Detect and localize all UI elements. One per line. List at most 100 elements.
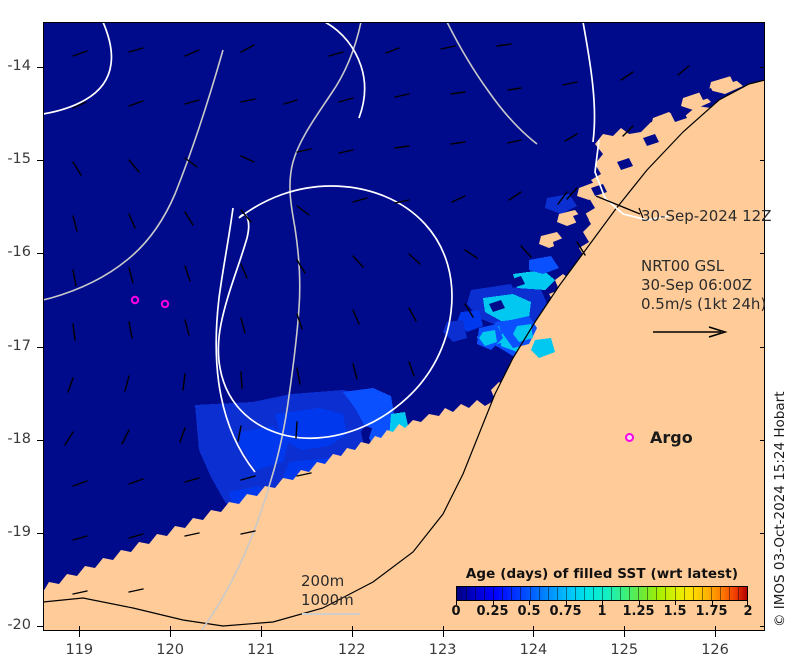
y-axis-tick	[37, 346, 43, 348]
colorbar-segment-divider	[656, 587, 658, 600]
x-axis-label: 120	[156, 642, 184, 658]
y-axis-tick	[37, 160, 43, 162]
colorbar-segment-divider	[638, 587, 640, 600]
x-axis-label: 122	[337, 642, 366, 658]
colorbar-segment-divider	[511, 587, 513, 600]
colorbar-segment-divider	[701, 587, 703, 600]
colorbar-tick	[529, 601, 530, 605]
colorbar-segment-divider	[520, 587, 522, 600]
colorbar-segment-divider	[710, 587, 712, 600]
current-model-annotation: NRT00 GSL 30-Sep 06:00Z 0.5m/s (1kt 24h)	[641, 257, 767, 313]
x-axis-label: 119	[65, 642, 94, 658]
land-mass	[43, 70, 765, 631]
colorbar-segment-divider	[629, 587, 631, 600]
argo-legend-label: Argo	[650, 428, 693, 447]
y-axis-tick	[37, 439, 43, 441]
colorbar-tick-label: 1.75	[695, 604, 728, 619]
argo-float-markers[interactable]	[130, 295, 170, 309]
x-axis-tick	[533, 631, 535, 637]
map-svg	[43, 22, 765, 631]
x-axis-label: 125	[610, 642, 639, 658]
colorbar-tick-label: 1	[597, 604, 607, 619]
colorbar-segment-divider	[737, 587, 739, 600]
colorbar-segment-divider	[665, 587, 667, 600]
y-axis-tick	[37, 533, 43, 535]
y-axis-tick	[37, 253, 43, 255]
bathymetry-contour-200m	[43, 22, 670, 473]
x-axis-tick-inner	[533, 626, 535, 631]
colorbar-tick	[456, 601, 457, 605]
colorbar-ticks: 0 0.25 0.5 0.75 1 1.25 1.5 1.75 2	[451, 601, 753, 619]
x-axis-tick	[79, 631, 81, 637]
colorbar-tick	[711, 601, 713, 605]
x-axis-tick	[715, 631, 717, 637]
argo-legend: Argo	[625, 428, 693, 447]
y-axis-tick	[37, 66, 43, 68]
colorbar-segment-divider	[728, 587, 730, 600]
y-axis-label: -19	[7, 524, 31, 541]
colorbar-tick-label: 0.75	[549, 604, 582, 619]
x-axis-tick	[624, 631, 626, 637]
x-axis-label: 121	[247, 642, 275, 658]
colorbar-tick	[565, 601, 567, 605]
colorbar-segment-divider	[602, 587, 603, 600]
y-axis-tick	[37, 626, 43, 628]
y-axis-tick-right	[760, 346, 765, 348]
colorbar-segment-divider	[484, 587, 486, 600]
colorbar-segment-divider	[592, 587, 594, 600]
colorbar-segment-divider	[692, 587, 694, 600]
y-axis-tick-right	[760, 160, 765, 162]
map-plot-area[interactable]	[43, 22, 765, 631]
colorbar-segment-divider	[547, 587, 549, 600]
colorbar-segment-divider	[538, 587, 540, 600]
x-axis-label: 123	[428, 642, 457, 658]
colorbar-tick	[602, 601, 603, 605]
y-axis-tick-right	[760, 439, 765, 441]
y-axis-label: -16	[7, 244, 31, 261]
x-axis-tick	[170, 631, 172, 637]
bathymetry-depth-labels: 200m 1000m	[301, 572, 354, 609]
x-axis-tick	[260, 631, 262, 637]
colorbar-gradient-track[interactable]	[456, 586, 748, 601]
colorbar-tick-label: 2	[743, 604, 753, 619]
colorbar-tick	[747, 601, 748, 605]
coastline	[43, 79, 765, 627]
colorbar-tick	[638, 601, 640, 605]
x-axis-tick	[442, 631, 444, 637]
copyright-label: © IMOS 03-Oct-2024 15:24 Hobart	[772, 391, 788, 628]
sst-timestamp-label: 30-Sep-2024 12Z	[641, 207, 772, 225]
x-axis-tick	[351, 631, 353, 637]
colorbar-segment-divider	[502, 587, 504, 600]
ocean-current-vectors	[64, 43, 690, 595]
x-axis-tick-inner	[260, 626, 262, 631]
current-scale-arrow-icon	[653, 326, 728, 338]
argo-marker-icon	[625, 433, 634, 442]
x-axis-label: 124	[519, 642, 548, 658]
x-axis-tick-inner	[442, 626, 444, 631]
y-axis-label: -18	[7, 430, 31, 447]
colorbar-tick-label: 0.5	[517, 604, 541, 619]
y-axis-tick-right	[760, 626, 765, 628]
colorbar-tick	[492, 601, 494, 605]
colorbar-segment-divider	[719, 587, 721, 600]
colorbar-segment-divider	[583, 587, 585, 600]
colorbar-tick	[675, 601, 676, 605]
colorbar-segment-divider	[574, 587, 576, 600]
y-axis-tick-right	[760, 66, 765, 68]
y-axis-label: -17	[7, 337, 31, 354]
x-axis-tick-inner	[79, 626, 81, 631]
x-axis-tick-inner	[624, 626, 626, 631]
colorbar-segment-divider	[683, 587, 685, 600]
colorbar-title: Age (days) of filled SST (wrt latest)	[465, 566, 739, 582]
x-axis-tick-inner	[351, 626, 353, 631]
y-axis-tick-right	[760, 533, 765, 535]
colorbar-segment-divider	[475, 587, 477, 600]
y-axis-tick-right	[760, 253, 765, 255]
colorbar-tick-label: 1.5	[663, 604, 687, 619]
colorbar-segment-divider	[674, 587, 676, 600]
colorbar-segment-divider	[611, 587, 613, 600]
colorbar-segment-divider	[529, 587, 531, 600]
colorbar-tick-label: 0.25	[476, 604, 509, 619]
